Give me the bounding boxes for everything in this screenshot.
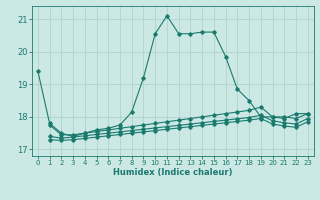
X-axis label: Humidex (Indice chaleur): Humidex (Indice chaleur) [113,168,233,177]
